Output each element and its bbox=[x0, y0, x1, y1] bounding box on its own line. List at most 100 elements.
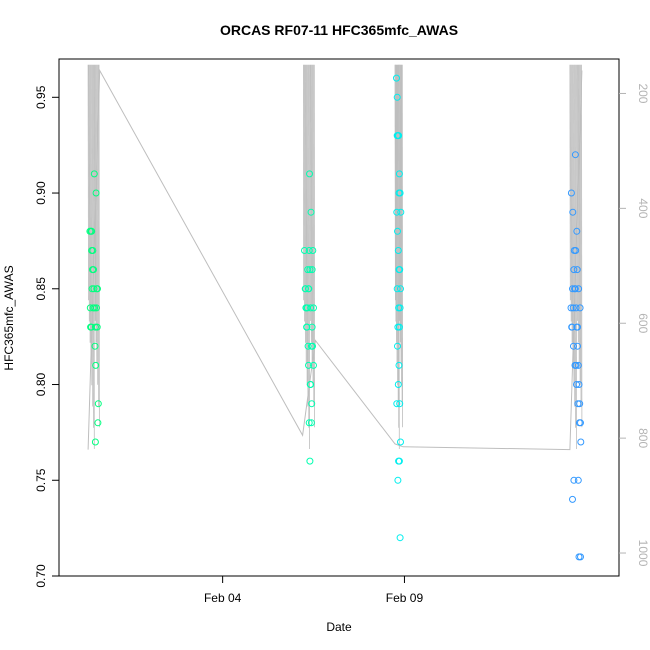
data-point-rf10 bbox=[577, 438, 585, 446]
data-point-rf08 bbox=[310, 361, 317, 369]
data-point-rf07 bbox=[91, 304, 99, 312]
data-point-rf07 bbox=[92, 361, 100, 369]
x-axis-label: Date bbox=[326, 620, 352, 634]
data-point-rf08 bbox=[307, 381, 315, 388]
data-point-rf08 bbox=[309, 247, 317, 254]
data-point-rf10 bbox=[574, 323, 581, 331]
data-point-rf07 bbox=[90, 266, 97, 274]
data-point-rf09 bbox=[394, 227, 401, 235]
data-point-rf07 bbox=[91, 438, 99, 446]
data-point-rf08 bbox=[305, 419, 313, 427]
data-point-rf09 bbox=[393, 74, 400, 82]
data-point-rf10 bbox=[574, 342, 581, 350]
data-point-rf10 bbox=[567, 189, 575, 197]
data-point-rf07 bbox=[93, 304, 100, 312]
data-point-rf10 bbox=[577, 553, 584, 561]
y2-tick-label: 1000 bbox=[636, 540, 650, 567]
altitude-line-layer bbox=[87, 64, 583, 451]
data-point-rf08 bbox=[307, 304, 315, 312]
chart-title: ORCAS RF07-11 HFC365mfc_AWAS bbox=[220, 22, 458, 38]
data-point-rf07 bbox=[94, 285, 101, 293]
data-point-rf10 bbox=[575, 381, 583, 388]
data-point-rf10 bbox=[568, 323, 576, 331]
data-point-rf09 bbox=[395, 361, 403, 369]
y-axis-label: HFC365mfc_AWAS bbox=[2, 265, 16, 370]
data-point-rf09 bbox=[396, 400, 404, 408]
y-axis-left: 0.70 0.75 0.80 0.85 0.90 0.95 bbox=[34, 85, 59, 588]
data-point-rf08 bbox=[304, 266, 312, 274]
data-point-rf08 bbox=[306, 170, 313, 178]
y-tick-label: 0.75 bbox=[34, 468, 48, 492]
data-point-rf10 bbox=[574, 476, 582, 484]
data-point-rf07 bbox=[93, 323, 101, 331]
altitude-line bbox=[87, 68, 583, 451]
data-point-rf10 bbox=[573, 381, 580, 388]
data-point-rf08 bbox=[301, 247, 308, 254]
data-point-rf08 bbox=[305, 285, 313, 293]
data-point-rf10 bbox=[572, 361, 580, 369]
data-point-rf08 bbox=[304, 342, 312, 350]
data-point-rf07 bbox=[90, 170, 98, 178]
data-point-rf10 bbox=[569, 208, 577, 216]
data-point-rf08 bbox=[308, 266, 316, 274]
data-point-rf07 bbox=[92, 189, 100, 197]
data-point-rf08 bbox=[307, 419, 315, 427]
data-point-rf10 bbox=[572, 304, 580, 312]
y2-tick-label: 800 bbox=[636, 428, 650, 448]
data-point-rf07 bbox=[87, 323, 95, 331]
data-point-rf08 bbox=[307, 208, 315, 216]
data-point-rf09 bbox=[393, 208, 401, 216]
data-point-rf09 bbox=[397, 438, 404, 446]
data-point-rf09 bbox=[397, 285, 404, 293]
data-point-rf10 bbox=[570, 342, 577, 350]
data-point-rf10 bbox=[569, 495, 576, 503]
data-point-rf07 bbox=[94, 400, 102, 408]
data-point-rf08 bbox=[308, 400, 316, 408]
data-point-rf08 bbox=[305, 361, 312, 369]
data-point-rf08 bbox=[303, 323, 311, 331]
data-point-rf08 bbox=[301, 285, 309, 293]
x-tick-label: Feb 04 bbox=[204, 591, 242, 605]
data-point-rf09 bbox=[393, 285, 401, 293]
data-point-rf09 bbox=[396, 266, 404, 274]
data-point-rf08 bbox=[306, 457, 314, 465]
data-point-rf10 bbox=[573, 227, 581, 235]
y-axis-right: 200 400 600 800 1000 bbox=[619, 83, 650, 567]
data-point-rf10 bbox=[573, 266, 581, 274]
data-point-rf09 bbox=[395, 170, 403, 178]
data-point-rf08 bbox=[309, 342, 316, 350]
y-tick-label: 0.70 bbox=[34, 564, 48, 588]
data-point-rf10 bbox=[576, 304, 584, 312]
data-point-rf07 bbox=[88, 227, 96, 235]
data-point-rf07 bbox=[91, 342, 99, 350]
y-tick-label: 0.90 bbox=[34, 181, 48, 205]
data-point-rf09 bbox=[395, 323, 403, 331]
y-tick-label: 0.80 bbox=[34, 373, 48, 397]
data-point-rf09 bbox=[397, 208, 405, 216]
y2-tick-label: 200 bbox=[636, 83, 650, 103]
x-tick-label: Feb 09 bbox=[386, 591, 424, 605]
data-point-rf10 bbox=[572, 247, 580, 254]
data-point-rf09 bbox=[394, 381, 402, 388]
y2-tick-label: 600 bbox=[636, 313, 650, 333]
data-point-rf07 bbox=[89, 247, 97, 254]
data-point-rf07 bbox=[94, 419, 102, 427]
data-point-rf09 bbox=[395, 457, 403, 465]
plot-area bbox=[58, 58, 620, 577]
data-point-rf10 bbox=[569, 304, 577, 312]
data-point-rf10 bbox=[575, 419, 583, 427]
y2-tick-label: 400 bbox=[636, 198, 650, 218]
y-tick-label: 0.95 bbox=[34, 85, 48, 109]
data-point-rf09 bbox=[393, 132, 401, 140]
data-point-rf08 bbox=[306, 266, 314, 274]
data-point-rf08 bbox=[305, 247, 313, 254]
y-tick-label: 0.85 bbox=[34, 277, 48, 301]
data-point-rf10 bbox=[571, 285, 579, 293]
data-point-rf10 bbox=[570, 476, 578, 484]
data-point-rf09 bbox=[394, 342, 401, 350]
data-point-rf09 bbox=[393, 400, 401, 408]
data-point-rf10 bbox=[567, 304, 575, 312]
data-point-rf09 bbox=[396, 304, 404, 312]
data-point-rf10 bbox=[575, 285, 583, 293]
